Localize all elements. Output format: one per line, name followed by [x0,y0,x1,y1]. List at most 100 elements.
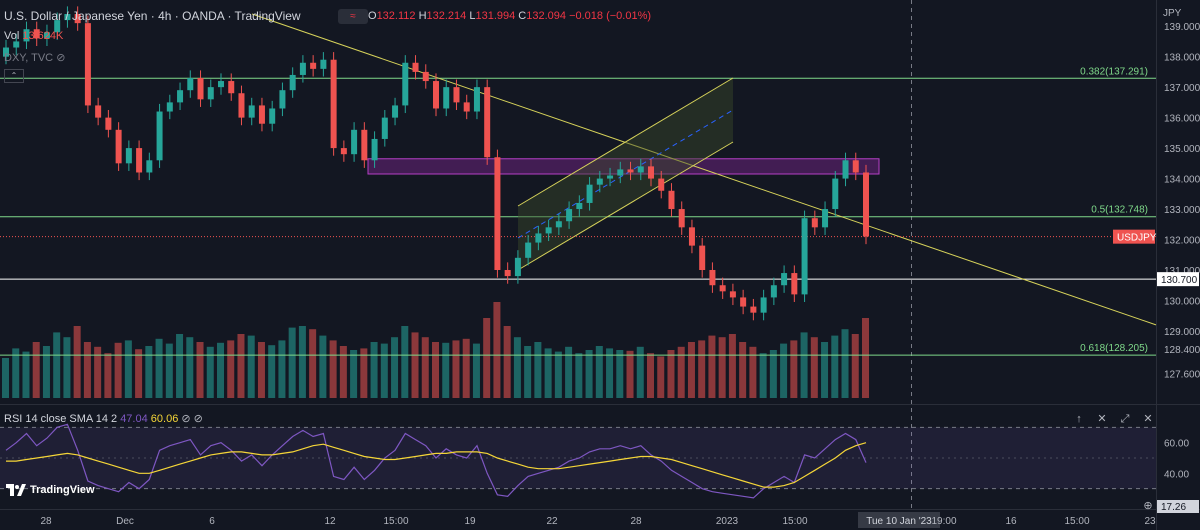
candle-body [238,93,245,118]
volume-bar [155,338,163,398]
volume-bar [12,348,20,398]
candle-body [64,14,71,21]
volume-bar [862,318,869,398]
alert-badge[interactable]: ≈ [338,9,368,24]
candle-body [228,81,235,94]
candle-body [105,117,112,130]
time-tick: 28 [630,516,642,527]
volume-bar [217,342,224,398]
eye-hidden-icon[interactable]: ⊘ [56,52,66,64]
volume-bar [442,342,450,398]
rsi-pane [0,423,1156,499]
volume-bar [687,342,695,398]
settings-icon[interactable]: ⊘ [193,413,203,425]
volume-legend[interactable]: Vol 13.624K [4,30,63,42]
candle-body [770,285,777,298]
tradingview-logo[interactable]: TradingView [6,484,95,497]
symbol-tag: USDJPY [1117,233,1157,244]
close-icon[interactable]: ✕ [1143,413,1153,425]
rsi-legend[interactable]: RSI 14 close SMA 14 2 47.04 60.06 ⊘ ⊘ [4,412,203,425]
volume-bar [339,346,347,398]
volume-bar [790,340,798,398]
price-tick: 131.000 [1164,266,1200,277]
compare-legend[interactable]: DXY, TVC ⊘ [4,51,65,64]
symbol-title[interactable]: U.S. Dollar / Japanese Yen · 4h · OANDA … [4,9,301,23]
rsi-current-tag: 17.26 [1161,502,1186,513]
move-up-icon[interactable]: ↑ [1076,413,1082,425]
candle-body [453,87,460,103]
price-tick: 137.000 [1164,83,1200,94]
candle-body [402,62,409,106]
volume-bar [810,337,818,398]
time-tick: 15:00 [383,516,408,527]
volume-bar [42,346,50,398]
candle-body [351,129,358,155]
candle-body [146,160,153,173]
candle-body [43,32,50,39]
crosshair-time-bg [858,512,940,528]
candle-body [412,62,419,72]
price-tick: 135.000 [1164,144,1200,155]
volume-bar [411,332,419,398]
volume-bar [268,345,276,398]
close-pane-icon[interactable]: ✕ [1097,413,1107,425]
candle-body [3,47,9,57]
volume-bar [841,329,849,398]
volume-bar [483,318,491,398]
compare-symbol: DXY, TVC [4,52,54,64]
candle-body [648,166,654,179]
volume-bar [595,346,603,398]
volume-bar [257,342,265,398]
rsi-tick: 60.00 [1164,439,1189,450]
candle-body [822,209,829,228]
volume-bar [698,340,706,398]
time-tick: 6 [209,516,215,527]
volume-bar [165,343,173,398]
add-scale-icon[interactable]: ⊕ [1143,500,1153,512]
price-tick: 127.600 [1164,370,1200,381]
maximize-pane-icon[interactable]: ⤢ [1120,413,1130,425]
volume-bar [298,326,306,398]
candle-body [310,62,317,69]
collapse-legend-icon[interactable]: ⌃ [4,69,24,83]
candle-body [156,111,163,161]
candle-body [371,138,378,161]
candle-body [23,29,30,42]
volume-bar [626,350,634,398]
channel-mid [517,109,734,239]
candle-body [627,169,634,173]
candle-body [381,117,388,139]
volume-bars [2,302,869,398]
candle-body [361,129,368,161]
time-tick: 28 [40,516,52,527]
candle-body [320,59,327,69]
candle-body [781,273,788,286]
candle-body [33,29,40,39]
time-tick: 2023 [716,516,739,527]
fib-label: 0.382(137.291) [1080,66,1148,77]
price-tick: 128.400 [1164,345,1200,356]
volume-bar [432,342,439,398]
candle-body [54,20,61,33]
candle-body [392,105,399,118]
candle-body [678,209,685,228]
volume-bar [554,351,562,398]
volume-bar [391,337,399,398]
visibility-icon[interactable]: ⊘ [181,413,191,425]
price-tick: 136.000 [1164,114,1200,125]
candle-body [688,227,695,246]
candle-body [607,175,614,179]
volume-bar [83,342,91,398]
volume-bar [380,343,388,398]
volume-bar [206,346,214,398]
volume-bar [196,342,204,398]
channel-fill [518,78,733,270]
candle-body [545,227,552,234]
candle-body [443,87,450,109]
volume-bar [657,356,665,398]
candle-body [258,105,265,124]
candle-body [187,78,194,91]
candle-body [852,160,859,173]
support-tag: 130.700 [1161,275,1198,286]
